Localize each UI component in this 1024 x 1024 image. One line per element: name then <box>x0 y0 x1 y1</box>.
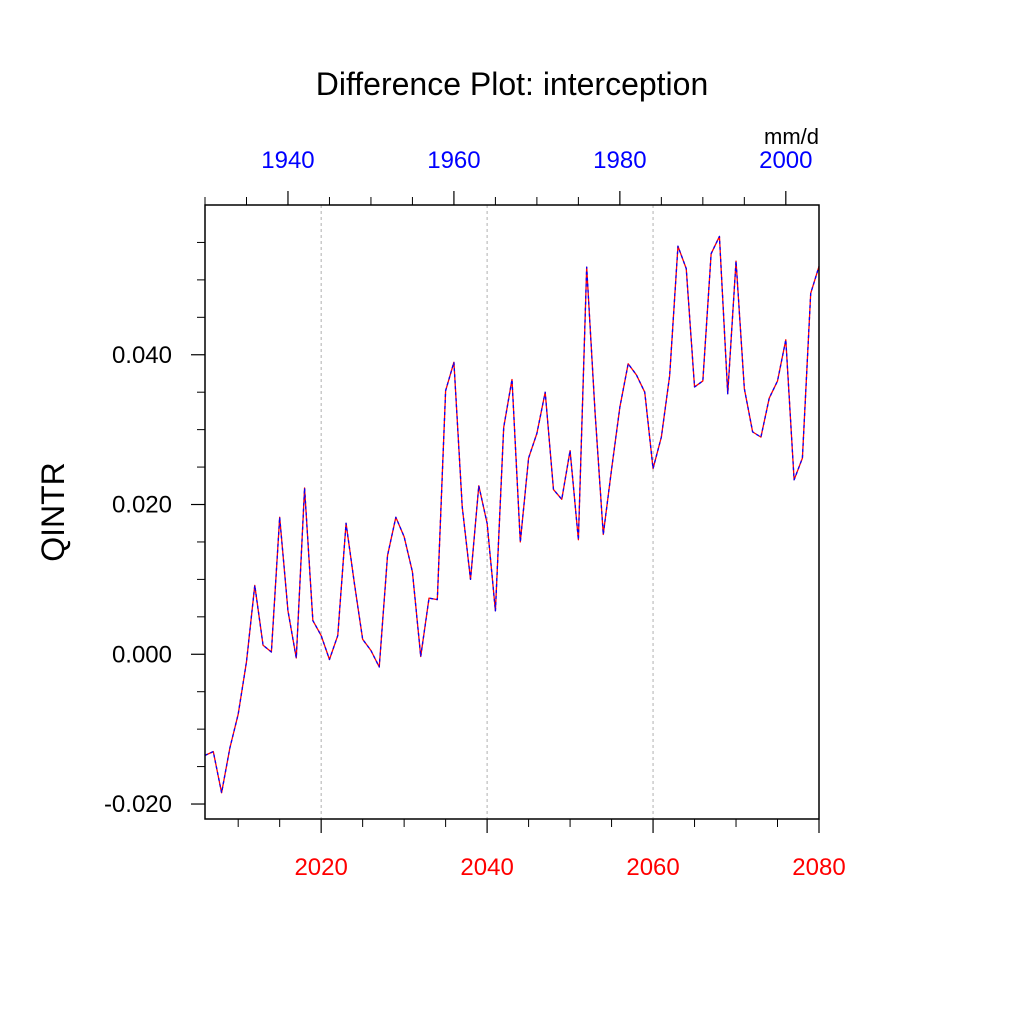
y-tick-label: -0.020 <box>104 791 172 818</box>
x-bottom-tick-label: 2040 <box>460 854 513 881</box>
units-label: mm/d <box>764 124 819 149</box>
series-layer <box>204 235 820 794</box>
x-top-tick-label: 1940 <box>261 147 314 174</box>
chart-title: Difference Plot: interception <box>316 66 709 102</box>
grid-layer <box>320 205 654 819</box>
x-bottom-tick-label: 2060 <box>626 854 679 881</box>
y-tick-label: 0.040 <box>112 342 172 369</box>
y-tick-label: 0.020 <box>112 492 172 519</box>
plot-frame <box>204 204 820 820</box>
series-line-primary <box>204 235 820 794</box>
x-top-tick-label: 1980 <box>593 147 646 174</box>
tick-layer: 2020 2040 2060 2080 1940 1960 1980 2000 -0.020 0.… <box>104 147 846 881</box>
x-bottom-tick-label: 2080 <box>792 854 845 881</box>
x-top-tick-label: 2000 <box>759 147 812 174</box>
series-line-secondary <box>204 235 820 794</box>
y-tick-label: 0.000 <box>112 641 172 668</box>
y-axis-label: QINTR <box>35 462 71 562</box>
x-bottom-tick-label: 2020 <box>294 854 347 881</box>
x-top-tick-label: 1960 <box>427 147 480 174</box>
